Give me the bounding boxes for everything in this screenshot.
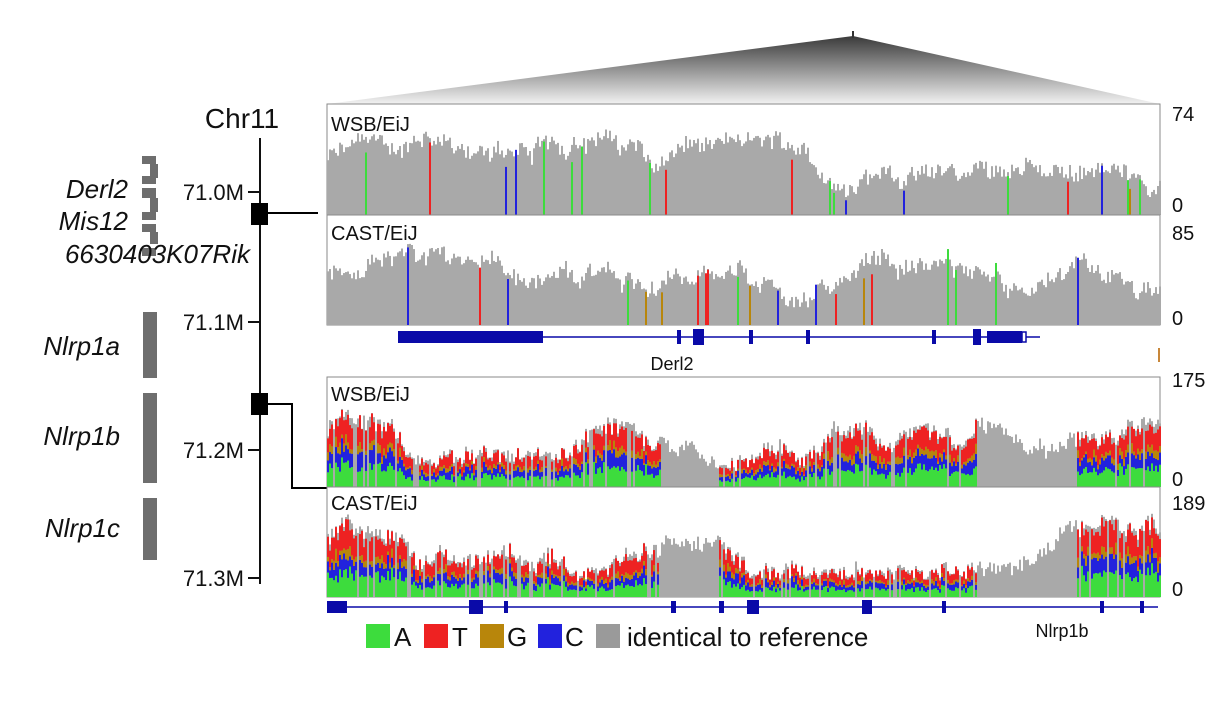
legend-swatch-a [366,624,390,648]
legend-label: C [565,622,584,652]
axis-tick-label: 71.1M [183,310,244,335]
legend: A T G C identical to reference [366,622,868,652]
gene-label: Nlrp1a [43,331,120,361]
gene-label: Mis12 [59,206,129,236]
panel-max-label: 175 [1172,370,1205,392]
panel-min-label: 0 [1172,469,1183,491]
axis-tick-label: 71.0M [183,180,244,205]
chromosome-label: Chr11 [205,103,279,134]
gene-locus-blocks [142,156,158,560]
legend-label: T [452,622,468,652]
coverage-track [327,129,1161,215]
coverage-track [327,408,1161,487]
coverage-panel: WSB/EiJ 175 0 [326,370,1205,491]
legend-label: identical to reference [627,622,868,652]
gene-label: Nlrp1b [43,421,120,451]
panel-min-label: 0 [1172,195,1183,217]
locus-marker [251,203,268,225]
panel-max-label: 85 [1172,223,1194,245]
axis-tick-label: 71.3M [183,566,244,591]
gene-label: 6630403K07Rik [65,239,252,269]
panel-strain-label: CAST/EiJ [331,223,418,245]
locus-marker [251,393,268,415]
legend-label: A [394,622,412,652]
legend-swatch-c [538,624,562,648]
legend-swatch-t [424,624,448,648]
coverage-panel: CAST/EiJ 85 0 [326,214,1194,330]
coverage-track [327,513,1161,597]
axis-tick-label: 71.2M [183,438,244,463]
gene-label: Nlrp1c [45,513,120,543]
panel-strain-label: CAST/EiJ [331,493,418,515]
gene-label: Derl2 [66,174,129,204]
locus-connector [268,403,330,489]
coverage-track [327,243,1161,325]
panel-strain-label: WSB/EiJ [331,384,410,406]
coverage-panel: CAST/EiJ 189 0 [326,486,1205,601]
panel-max-label: 74 [1172,104,1194,126]
gene-track-label: Nlrp1b [1035,621,1088,641]
panel-min-label: 0 [1172,579,1183,601]
legend-label: G [507,622,527,652]
zoom-wedge [327,36,1160,104]
gene-track-nlrp1b [327,600,1158,614]
coverage-panel: WSB/EiJ 74 0 [326,103,1194,217]
legend-swatch-g [480,624,504,648]
panel-min-label: 0 [1172,308,1183,330]
gene-track-label: Derl2 [650,354,693,374]
legend-swatch-reference [596,624,620,648]
panel-max-label: 189 [1172,493,1205,515]
gene-track-derl2 [398,329,1160,362]
panel-strain-label: WSB/EiJ [331,114,410,136]
